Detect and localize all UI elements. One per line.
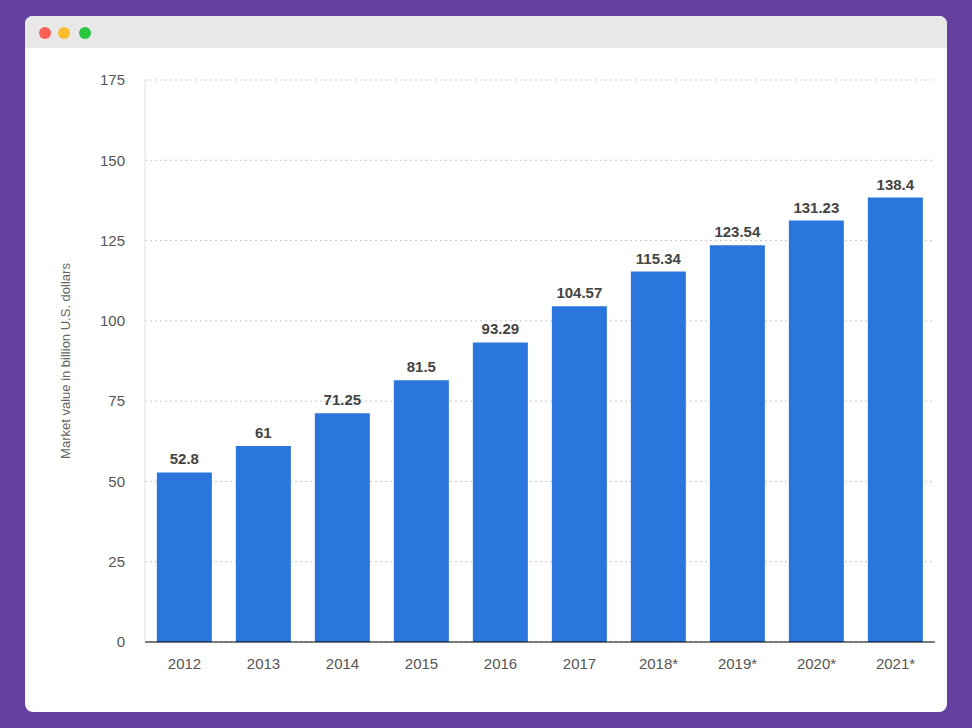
svg-text:131.23: 131.23 xyxy=(793,199,839,216)
svg-text:25: 25 xyxy=(108,553,125,570)
svg-text:52.8: 52.8 xyxy=(170,450,199,467)
svg-text:2021*: 2021* xyxy=(876,655,915,672)
svg-text:50: 50 xyxy=(108,473,125,490)
svg-text:93.29: 93.29 xyxy=(482,320,520,337)
svg-text:0: 0 xyxy=(117,633,125,650)
svg-text:75: 75 xyxy=(108,392,125,409)
svg-text:2018*: 2018* xyxy=(639,655,678,672)
svg-text:104.57: 104.57 xyxy=(556,284,602,301)
svg-text:71.25: 71.25 xyxy=(324,391,362,408)
svg-text:138.4: 138.4 xyxy=(877,176,915,193)
svg-text:2017: 2017 xyxy=(563,655,596,672)
svg-text:2012: 2012 xyxy=(168,655,201,672)
svg-text:100: 100 xyxy=(100,312,125,329)
svg-text:125: 125 xyxy=(100,232,125,249)
svg-text:150: 150 xyxy=(100,152,125,169)
svg-text:2013: 2013 xyxy=(247,655,280,672)
svg-text:123.54: 123.54 xyxy=(714,223,761,240)
svg-text:Market value in billion U.S. d: Market value in billion U.S. dollars xyxy=(58,263,73,459)
svg-text:2020*: 2020* xyxy=(797,655,836,672)
svg-text:81.5: 81.5 xyxy=(407,358,436,375)
svg-text:115.34: 115.34 xyxy=(636,250,682,267)
svg-text:61: 61 xyxy=(255,424,272,441)
svg-text:2019*: 2019* xyxy=(718,655,757,672)
svg-text:175: 175 xyxy=(100,71,125,88)
svg-text:2016: 2016 xyxy=(484,655,517,672)
svg-text:2015: 2015 xyxy=(405,655,438,672)
svg-text:2014: 2014 xyxy=(326,655,359,672)
